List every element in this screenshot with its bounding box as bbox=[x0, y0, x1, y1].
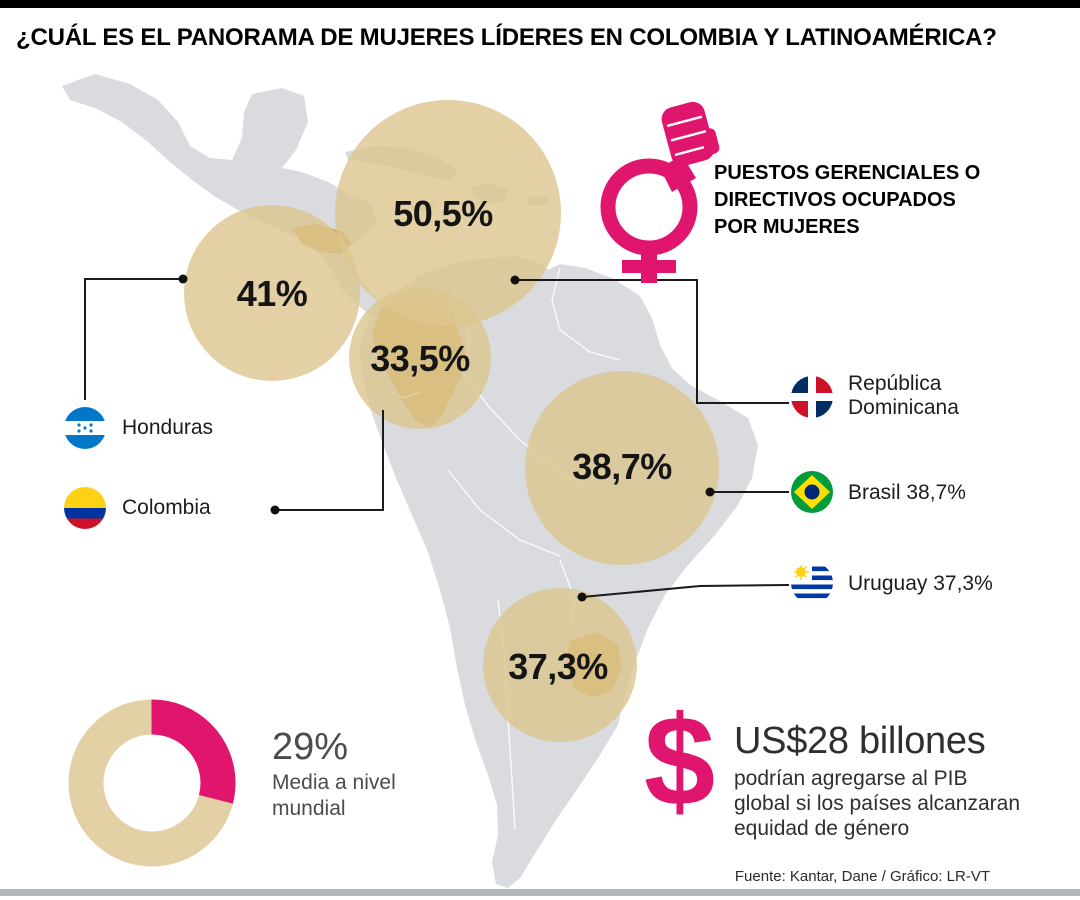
bubble-brasil bbox=[525, 371, 719, 565]
legend-label-brasil: Brasil 38,7% bbox=[848, 481, 966, 504]
top-accent-bar bbox=[0, 0, 1080, 8]
gdp-headline: US$28 billones bbox=[734, 720, 986, 762]
callout-line-1: PUESTOS GERENCIALES O bbox=[714, 162, 981, 184]
legend-dominicana-line2: Dominicana bbox=[848, 396, 959, 419]
woman-power-icon bbox=[600, 101, 720, 283]
uruguay-flag-icon bbox=[791, 562, 833, 604]
connector-lines bbox=[84, 278, 790, 598]
bubble-colombia bbox=[349, 287, 491, 429]
bubble-uruguay bbox=[483, 588, 637, 742]
brazil-flag-icon bbox=[791, 471, 833, 513]
world-average-value: 29% bbox=[272, 726, 349, 768]
bubble-value-honduras: 41% bbox=[236, 273, 308, 314]
gdp-body-line2: global si los países alcanzaran bbox=[734, 792, 1021, 815]
legend-label-honduras: Honduras bbox=[122, 416, 214, 439]
bubble-value-uruguay: 37,3% bbox=[508, 646, 608, 687]
dollar-icon: $ bbox=[644, 690, 716, 833]
bubble-value-colombia: 33,5% bbox=[370, 338, 470, 379]
callout-line-3: POR MUJERES bbox=[714, 216, 860, 238]
source-credit: Fuente: Kantar, Dane / Gráfico: LR-VT bbox=[734, 868, 990, 885]
management-callout: PUESTOS GERENCIALES O DIRECTIVOS OCUPADO… bbox=[714, 160, 1014, 241]
world-average-caption: Media a nivel mundial bbox=[272, 770, 396, 822]
dominican-republic-flag-icon bbox=[791, 376, 833, 418]
bubble-value-brasil: 38,7% bbox=[572, 446, 672, 487]
world-caption-line2: mundial bbox=[272, 797, 346, 820]
honduras-flag-icon bbox=[64, 407, 106, 449]
callout-line-2: DIRECTIVOS OCUPADOS bbox=[714, 189, 956, 211]
colombia-flag-icon bbox=[64, 487, 106, 529]
bubble-value-dominican-republic: 50,5% bbox=[393, 193, 493, 234]
raised-fist-icon bbox=[661, 101, 720, 166]
gdp-body-line3: equidad de género bbox=[734, 817, 910, 840]
world-average-donut bbox=[68, 699, 236, 867]
bubble-caribbean bbox=[335, 100, 561, 326]
gdp-body: podrían agregarse al PIB global si los p… bbox=[734, 766, 1020, 841]
legend-label-colombia: Colombia bbox=[122, 496, 211, 519]
donut-arc bbox=[68, 699, 236, 867]
legend-label-uruguay: Uruguay 37,3% bbox=[848, 572, 993, 595]
bottom-accent-bar bbox=[0, 889, 1080, 896]
bubble-honduras bbox=[184, 205, 360, 381]
connector-dots bbox=[178, 274, 715, 602]
legend-dominicana-line1: República bbox=[848, 372, 942, 395]
percentage-bubbles bbox=[184, 100, 719, 742]
gdp-body-line1: podrían agregarse al PIB bbox=[734, 767, 968, 790]
legend-label-dominican-republic: República Dominicana bbox=[848, 372, 959, 420]
page-title: ¿CUÁL ES EL PANORAMA DE MUJERES LÍDERES … bbox=[16, 24, 997, 51]
world-caption-line1: Media a nivel bbox=[272, 771, 396, 794]
